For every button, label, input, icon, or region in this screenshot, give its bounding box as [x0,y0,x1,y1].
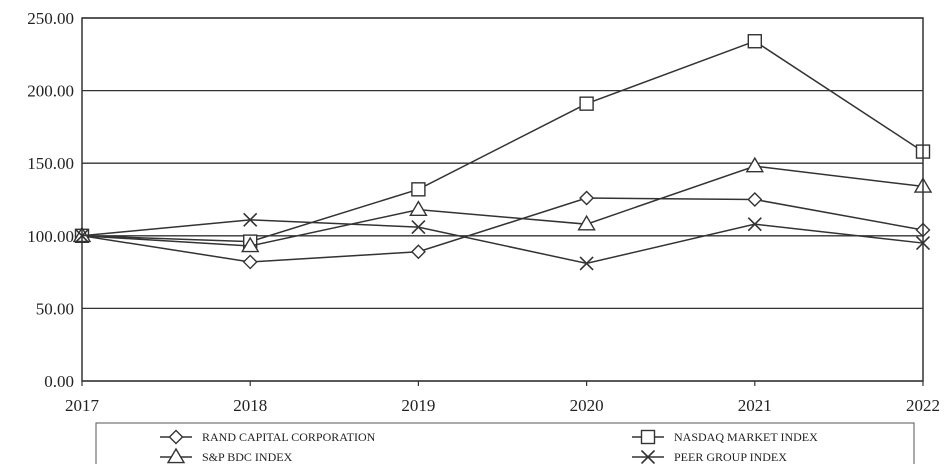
legend-label: NASDAQ MARKET INDEX [674,430,818,444]
legend-label: S&P BDC INDEX [202,450,293,464]
legend-item: RAND CAPITAL CORPORATION [160,429,376,445]
y-tick-label: 150.00 [27,154,74,173]
y-tick-label: 100.00 [27,227,74,246]
x-tick-label: 2018 [233,396,267,415]
x-tick-labels: 2017 2018 2019 2020 2021 2022 [65,381,940,415]
series-group [72,34,933,271]
data-point-x [411,220,426,235]
legend-item: NASDAQ MARKET INDEX [632,429,818,445]
data-point-square [747,34,762,49]
legend: RAND CAPITAL CORPORATION NASDAQ MARKET IN… [95,422,915,464]
x-tick-label: 2020 [570,396,604,415]
legend-box [95,422,915,464]
series-square [74,34,931,249]
x-tick-label: 2019 [401,396,435,415]
data-point-diamond [410,244,426,260]
series-line [81,219,924,265]
x-tick-label: 2017 [65,396,100,415]
plot-frame [81,17,924,382]
data-point-triangle [409,200,428,216]
series-triangle [72,156,933,253]
x-tick-label: 2022 [906,396,940,415]
y-tick-label: 250.00 [27,9,74,28]
data-point-triangle [745,156,765,173]
data-point-diamond [747,192,763,207]
data-point-x [579,256,594,271]
series-line [81,197,924,263]
legend-label: RAND CAPITAL CORPORATION [202,430,376,444]
series-line [81,40,924,243]
legend-marker-triangle [166,447,186,464]
legend-marker-square [640,429,656,445]
y-tick-label: 0.00 [44,372,74,391]
data-point-triangle [577,214,596,231]
legend-item: S&P BDC INDEX [160,447,293,464]
data-point-diamond [242,254,258,270]
y-tick-label: 50.00 [36,299,74,318]
legend-label: PEER GROUP INDEX [674,450,787,464]
data-point-square [579,96,594,111]
y-tick-labels: 0.00 50.00 100.00 150.00 200.00 250.00 [27,9,74,391]
data-point-diamond [579,190,595,206]
y-tick-label: 200.00 [27,82,74,101]
data-point-x [747,217,762,232]
data-point-x [243,212,258,227]
grid-lines [82,17,923,382]
legend-item: PEER GROUP INDEX [632,449,787,464]
legend-marker-diamond [168,429,184,445]
x-tick-label: 2021 [738,396,772,415]
series-x [74,212,931,271]
data-point-triangle [240,236,260,253]
data-point-square [411,182,426,197]
legend-marker-x [640,449,656,464]
series-line [81,165,924,247]
